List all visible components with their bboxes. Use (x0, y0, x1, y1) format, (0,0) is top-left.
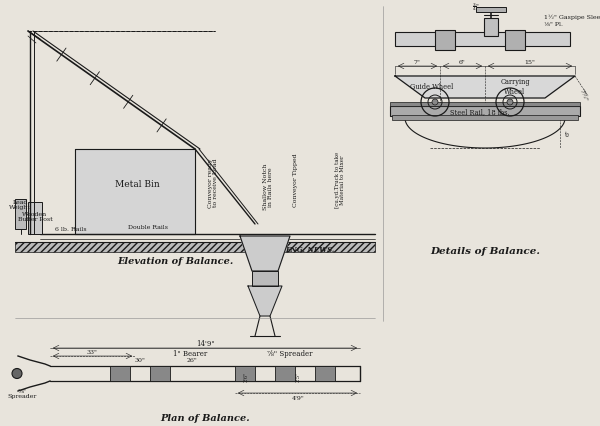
Text: Elevation of Balance.: Elevation of Balance. (117, 257, 233, 266)
Text: Conveyor ready
to receive Load: Conveyor ready to receive Load (208, 158, 218, 207)
Text: $\frac{3}{4}$": $\frac{3}{4}$" (472, 1, 480, 13)
Text: Wooden
Buffer Post: Wooden Buffer Post (17, 211, 52, 222)
Bar (275, 366, 295, 381)
Bar (235, 366, 255, 381)
Bar (435, 31, 455, 51)
Text: Guide Wheel: Guide Wheel (410, 83, 454, 91)
Text: 7½": 7½" (578, 88, 588, 102)
Text: ⅞"
Spreader: ⅞" Spreader (7, 388, 37, 398)
Bar (484, 19, 498, 37)
Text: 1½" Gaspipe Sleeve: 1½" Gaspipe Sleeve (544, 14, 600, 20)
Circle shape (507, 100, 513, 106)
Text: 7": 7" (413, 59, 421, 64)
Text: ⅞" Spreader: ⅞" Spreader (267, 349, 313, 357)
Text: 30": 30" (134, 358, 145, 363)
Text: Details of Balance.: Details of Balance. (430, 247, 540, 256)
Polygon shape (240, 236, 290, 271)
Circle shape (432, 100, 438, 106)
Polygon shape (248, 286, 282, 316)
Bar (15, 199, 26, 230)
Text: 2'5": 2'5" (296, 371, 301, 381)
Text: 26": 26" (187, 358, 197, 363)
Text: Shallow Notch
in Rails here: Shallow Notch in Rails here (263, 164, 274, 210)
Text: Double Rails: Double Rails (128, 225, 168, 230)
Bar (390, 103, 580, 107)
Bar (505, 31, 525, 51)
Text: ENG. NEWS.: ENG. NEWS. (286, 245, 335, 253)
Text: 6": 6" (566, 130, 571, 136)
Text: 15": 15" (524, 59, 535, 64)
Text: Carrying
Wheel: Carrying Wheel (500, 78, 530, 95)
Text: 1" Bearer: 1" Bearer (173, 349, 207, 357)
Bar (476, 8, 506, 13)
Text: 14'9": 14'9" (196, 339, 214, 347)
Bar (390, 107, 580, 117)
Circle shape (12, 368, 22, 379)
Text: 6 lb. Rails: 6 lb. Rails (55, 227, 86, 232)
Text: Steel Rail, 18 lbs.: Steel Rail, 18 lbs. (450, 108, 509, 116)
Bar (252, 271, 278, 286)
Text: 6": 6" (458, 59, 466, 64)
Bar (392, 116, 578, 121)
Text: Conveyor Tipped: Conveyor Tipped (293, 153, 298, 206)
Text: ⅛" Pl.: ⅛" Pl. (544, 23, 563, 27)
Text: 4'9": 4'9" (292, 396, 304, 400)
Text: 33": 33" (86, 350, 97, 355)
Text: Lead
Weight: Lead Weight (9, 199, 31, 210)
Text: Plan of Balance.: Plan of Balance. (160, 414, 250, 423)
Text: 2'6": 2'6" (244, 371, 248, 381)
Polygon shape (395, 77, 575, 99)
Bar (110, 366, 130, 381)
Bar (28, 202, 42, 234)
Bar (315, 366, 335, 381)
Bar (15, 242, 375, 253)
Polygon shape (75, 150, 195, 234)
Bar (150, 366, 170, 381)
Text: Metal Bin: Metal Bin (115, 180, 160, 189)
Bar (395, 33, 570, 47)
Text: [cu.yd.Truck to take
Material to Mixer: [cu.yd.Truck to take Material to Mixer (335, 152, 346, 207)
